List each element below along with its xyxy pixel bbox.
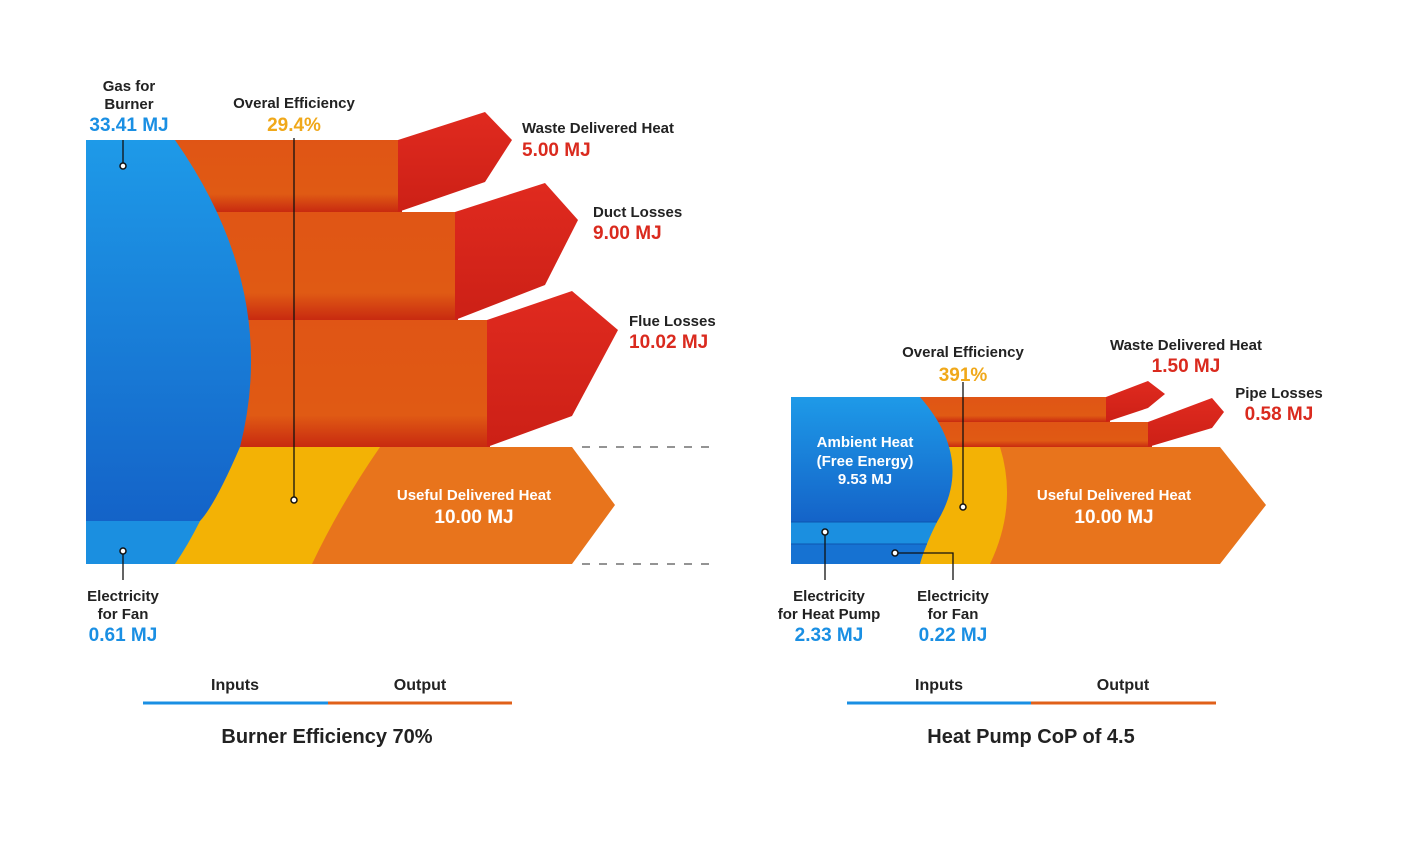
burner-waste-label: Waste Delivered Heat [522, 120, 674, 137]
hp-efficiency-leader-dot [959, 503, 967, 511]
hp-ambient-value: 9.53 MJ [838, 471, 892, 488]
hp-efficiency-label: Overal Efficiency [902, 344, 1024, 361]
duct-losses-label: Duct Losses [593, 204, 682, 221]
hp-pump-value: 2.33 MJ [795, 625, 864, 646]
hp-useful-label: Useful Delivered Heat [1037, 487, 1191, 504]
hp-electric-pump-region [791, 522, 937, 544]
burner-diagram: Gas for Burner 33.41 MJ Overal Efficienc… [86, 78, 716, 748]
flue-losses-value: 10.02 MJ [629, 332, 708, 353]
hp-fan-leader-dot [891, 549, 899, 557]
gas-value: 33.41 MJ [89, 115, 168, 136]
gas-label-line1: Gas for [103, 78, 156, 95]
hp-pump-label-line2: for Heat Pump [778, 606, 881, 623]
duct-losses-arrow [455, 183, 578, 320]
hp-efficiency-value: 391% [939, 365, 988, 386]
hp-ambient-region [791, 397, 953, 522]
hp-fan-value: 0.22 MJ [919, 625, 988, 646]
hp-useful-value: 10.00 MJ [1074, 507, 1153, 528]
flue-losses-label: Flue Losses [629, 313, 716, 330]
fan-label-line2: for Fan [98, 606, 149, 623]
burner-legend-output: Output [394, 677, 447, 694]
burner-efficiency-value: 29.4% [267, 115, 321, 136]
efficiency-leader-dot [290, 496, 298, 504]
hp-fan-label-line1: Electricity [917, 588, 989, 605]
heatpump-diagram: Overal Efficiency 391% Waste Delivered H… [778, 337, 1323, 748]
hp-ambient-line2: (Free Energy) [817, 453, 914, 470]
burner-efficiency-label: Overal Efficiency [233, 95, 355, 112]
hp-waste-arrow [1106, 381, 1165, 422]
fan-leader-dot [119, 547, 127, 555]
gas-leader-dot [119, 162, 127, 170]
hp-fan-label-line2: for Fan [928, 606, 979, 623]
hp-legend-output: Output [1097, 677, 1150, 694]
hp-pipe-label: Pipe Losses [1235, 385, 1323, 402]
hp-ambient-line1: Ambient Heat [817, 434, 914, 451]
fan-value: 0.61 MJ [89, 625, 158, 646]
useful-heat-arrow [300, 447, 615, 564]
duct-losses-value: 9.00 MJ [593, 223, 662, 244]
hp-pump-label-line1: Electricity [793, 588, 865, 605]
hp-pipe-value: 0.58 MJ [1245, 404, 1314, 425]
hp-waste-label: Waste Delivered Heat [1110, 337, 1262, 354]
flue-losses-arrow [487, 291, 618, 447]
hp-fan-leader [895, 552, 954, 580]
hp-legend-inputs: Inputs [915, 677, 963, 694]
burner-useful-value: 10.00 MJ [434, 507, 513, 528]
hp-pipe-arrow [1148, 398, 1224, 447]
fan-input-region [86, 521, 200, 564]
hp-waste-value: 1.50 MJ [1152, 356, 1221, 377]
hp-pump-leader-dot [821, 528, 829, 536]
burner-caption: Burner Efficiency 70% [221, 726, 432, 748]
hp-caption: Heat Pump CoP of 4.5 [927, 726, 1134, 748]
gas-input-region [86, 140, 252, 521]
hp-electric-fan-region [791, 544, 927, 564]
gas-label-line2: Burner [104, 96, 153, 113]
burner-legend-inputs: Inputs [211, 677, 259, 694]
burner-useful-label: Useful Delivered Heat [397, 487, 551, 504]
waste-heat-arrow [398, 112, 512, 212]
burner-waste-value: 5.00 MJ [522, 140, 591, 161]
hp-useful-heat-arrow [970, 447, 1266, 564]
fan-label-line1: Electricity [87, 588, 159, 605]
